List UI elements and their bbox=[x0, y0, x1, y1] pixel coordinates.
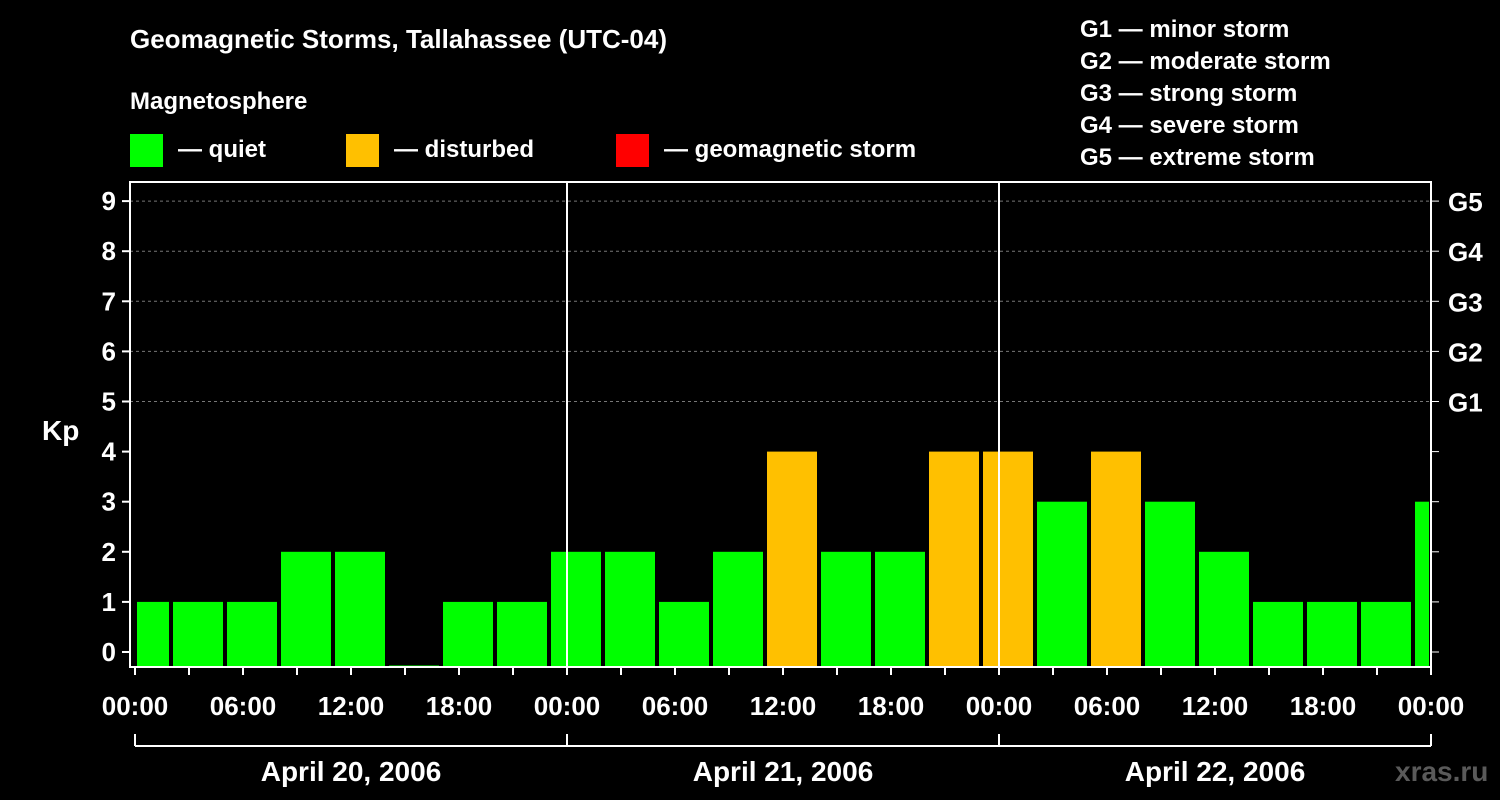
gscale-label-g1: G1 bbox=[1448, 388, 1483, 418]
legend-swatch-storm bbox=[616, 134, 649, 167]
ytick-label-7: 7 bbox=[102, 286, 116, 316]
storm-scale-g1: G1 — minor storm bbox=[1080, 16, 1289, 43]
ytick-label-3: 3 bbox=[102, 487, 116, 517]
gscale-label-g2: G2 bbox=[1448, 337, 1483, 367]
bar-6 bbox=[443, 601, 493, 667]
chart-title: Geomagnetic Storms, Tallahassee (UTC-04) bbox=[130, 24, 667, 54]
axes bbox=[122, 181, 1439, 747]
bar-16 bbox=[983, 451, 1033, 667]
ytick-label-0: 0 bbox=[102, 637, 116, 667]
xtick-label-2: 12:00 bbox=[318, 691, 385, 721]
ytick-label-8: 8 bbox=[102, 236, 116, 266]
xtick-label-7: 18:00 bbox=[858, 691, 925, 721]
bar-7 bbox=[497, 601, 547, 667]
bar-24 bbox=[1415, 501, 1429, 667]
legend-swatch-quiet bbox=[130, 134, 163, 167]
legend-title: Magnetosphere bbox=[130, 88, 307, 115]
bar-1 bbox=[173, 601, 223, 667]
legend-swatch-disturbed bbox=[346, 134, 379, 167]
day-label-1: April 21, 2006 bbox=[693, 756, 874, 787]
xtick-label-6: 12:00 bbox=[750, 691, 817, 721]
bar-12 bbox=[767, 451, 817, 667]
ytick-label-5: 5 bbox=[102, 387, 116, 417]
bar-13 bbox=[821, 551, 871, 667]
axis-labels: 0 1 2 3 4 5 6 7 8 9 G1 G2 G3 G4 G5 00:00 06:00 12:00 18:00… bbox=[102, 186, 1484, 787]
xtick-label-11: 18:00 bbox=[1290, 691, 1357, 721]
bar-17 bbox=[1037, 501, 1087, 667]
plot-frame bbox=[129, 181, 1432, 668]
xtick-label-9: 06:00 bbox=[1074, 691, 1141, 721]
bar-22 bbox=[1307, 601, 1357, 667]
y-axis-label: Kp bbox=[42, 415, 79, 446]
bar-20 bbox=[1199, 551, 1249, 667]
storm-scale-g4: G4 — severe storm bbox=[1080, 112, 1299, 139]
gscale-label-g5: G5 bbox=[1448, 187, 1483, 217]
xtick-label-10: 12:00 bbox=[1182, 691, 1249, 721]
ytick-label-9: 9 bbox=[102, 186, 116, 216]
ytick-label-1: 1 bbox=[102, 587, 116, 617]
bar-23 bbox=[1361, 601, 1411, 667]
bar-0 bbox=[137, 601, 169, 667]
legend-label-disturbed: — disturbed bbox=[394, 136, 534, 163]
storm-scale-g3: G3 — strong storm bbox=[1080, 80, 1297, 107]
xtick-label-0: 00:00 bbox=[102, 691, 169, 721]
xtick-label-8: 00:00 bbox=[966, 691, 1033, 721]
watermark: xras.ru bbox=[1395, 756, 1488, 787]
bar-4 bbox=[335, 551, 385, 667]
xtick-label-4: 00:00 bbox=[534, 691, 601, 721]
xtick-label-1: 06:00 bbox=[210, 691, 277, 721]
bar-15 bbox=[929, 451, 979, 667]
xtick-label-3: 18:00 bbox=[426, 691, 493, 721]
legend-label-quiet: — quiet bbox=[178, 136, 266, 163]
xtick-label-5: 06:00 bbox=[642, 691, 709, 721]
bar-2 bbox=[227, 601, 277, 667]
ytick-label-4: 4 bbox=[102, 437, 117, 467]
bar-18 bbox=[1091, 451, 1141, 667]
legend-label-storm: — geomagnetic storm bbox=[664, 136, 916, 163]
xtick-label-12: 00:00 bbox=[1398, 691, 1465, 721]
bar-10 bbox=[659, 601, 709, 667]
bar-8 bbox=[551, 551, 601, 667]
bar-9 bbox=[605, 551, 655, 667]
grid-lines bbox=[130, 200, 1431, 402]
bar-19 bbox=[1145, 501, 1195, 667]
bar-21 bbox=[1253, 601, 1303, 667]
storm-scale-g2: G2 — moderate storm bbox=[1080, 48, 1331, 75]
day-label-2: April 22, 2006 bbox=[1125, 756, 1306, 787]
storm-scale-g5: G5 — extreme storm bbox=[1080, 144, 1315, 171]
bar-3 bbox=[281, 551, 331, 667]
ytick-label-6: 6 bbox=[102, 336, 116, 366]
ytick-label-2: 2 bbox=[102, 537, 116, 567]
gscale-label-g3: G3 bbox=[1448, 287, 1483, 317]
day-label-0: April 20, 2006 bbox=[261, 756, 442, 787]
bars bbox=[137, 451, 1429, 667]
gscale-label-g4: G4 bbox=[1448, 237, 1483, 267]
bar-14 bbox=[875, 551, 925, 667]
bar-11 bbox=[713, 551, 763, 667]
